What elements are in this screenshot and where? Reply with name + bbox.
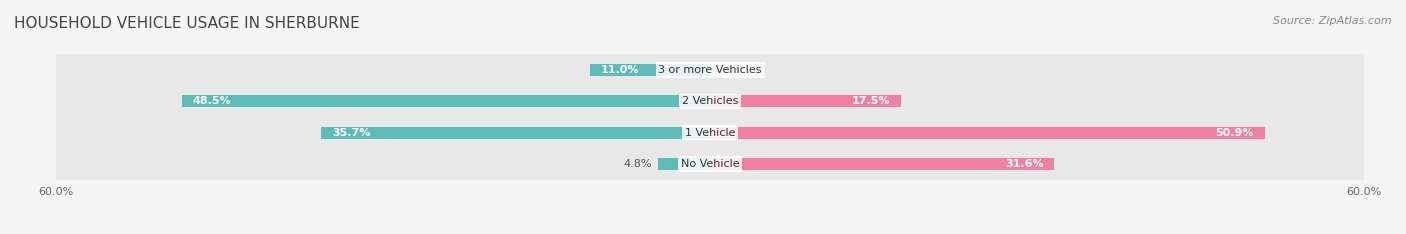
FancyBboxPatch shape (56, 54, 1364, 87)
Text: 3 or more Vehicles: 3 or more Vehicles (658, 65, 762, 75)
Bar (710, 158, 1054, 170)
Bar (321, 127, 710, 139)
Text: 2 Vehicles: 2 Vehicles (682, 96, 738, 106)
Text: 50.9%: 50.9% (1215, 128, 1254, 138)
FancyBboxPatch shape (56, 147, 1364, 180)
FancyBboxPatch shape (56, 85, 1364, 118)
Text: 0.0%: 0.0% (716, 65, 744, 75)
Text: 1 Vehicle: 1 Vehicle (685, 128, 735, 138)
Bar (658, 158, 710, 170)
Text: 35.7%: 35.7% (332, 128, 370, 138)
Text: 4.8%: 4.8% (624, 159, 652, 169)
Text: 48.5%: 48.5% (193, 96, 231, 106)
Text: 17.5%: 17.5% (851, 96, 890, 106)
Text: HOUSEHOLD VEHICLE USAGE IN SHERBURNE: HOUSEHOLD VEHICLE USAGE IN SHERBURNE (14, 16, 360, 31)
Bar (591, 64, 710, 76)
FancyBboxPatch shape (56, 116, 1364, 149)
Bar (181, 95, 710, 107)
Bar (710, 127, 1264, 139)
Text: 11.0%: 11.0% (602, 65, 640, 75)
Legend: Owner-occupied, Renter-occupied: Owner-occupied, Renter-occupied (578, 229, 842, 234)
Bar (710, 95, 901, 107)
Text: 31.6%: 31.6% (1005, 159, 1043, 169)
Text: No Vehicle: No Vehicle (681, 159, 740, 169)
Text: Source: ZipAtlas.com: Source: ZipAtlas.com (1274, 16, 1392, 26)
